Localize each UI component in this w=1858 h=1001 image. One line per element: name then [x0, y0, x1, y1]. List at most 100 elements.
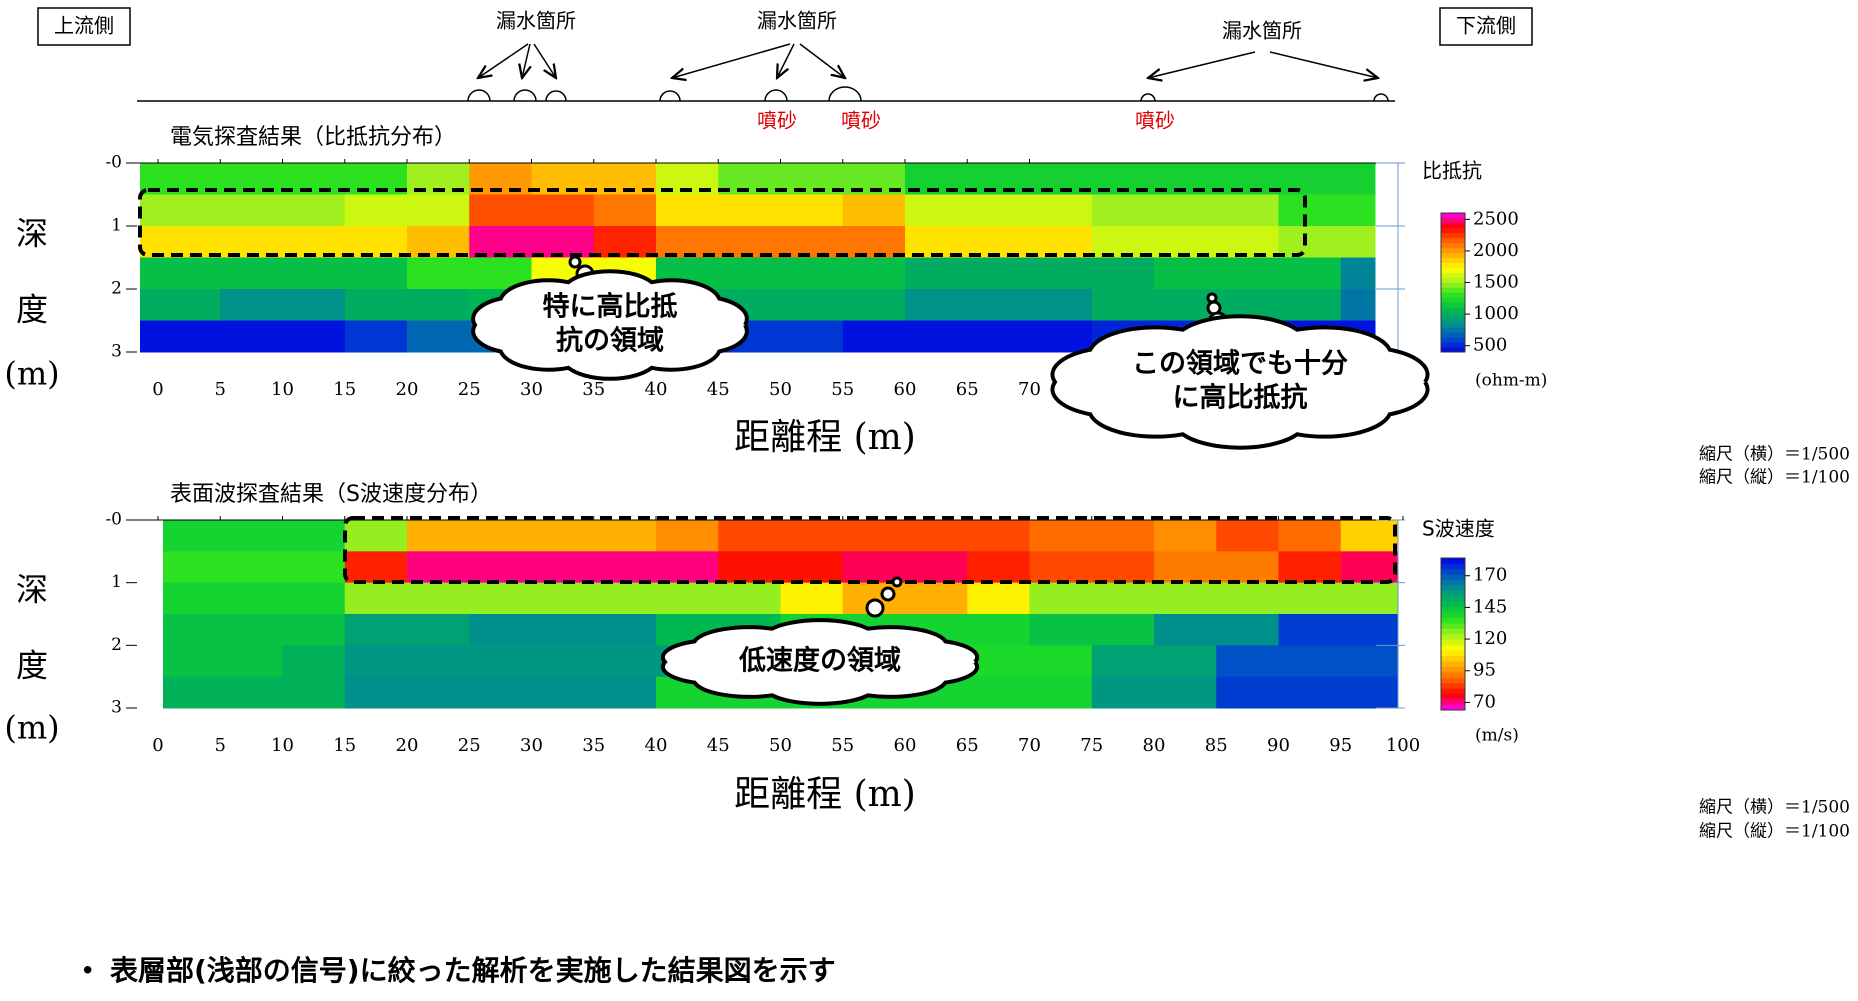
heatmap-cell — [1341, 258, 1376, 290]
colorbar-step — [1441, 591, 1465, 597]
colorbar-step — [1441, 661, 1465, 667]
colorbar-step — [1441, 574, 1465, 580]
heatmap-cell — [407, 289, 470, 321]
heatmap-cell — [345, 677, 408, 709]
heatmap-cell — [967, 520, 1030, 552]
sand-label: 噴砂 — [757, 109, 797, 133]
heatmap-cell — [1216, 583, 1279, 615]
x-tick-label: 40 — [645, 379, 668, 400]
colorbar-tick-label: 1000 — [1473, 303, 1519, 324]
colorbar-tick-label: 120 — [1473, 628, 1507, 649]
heatmap-cell — [967, 677, 1030, 709]
heatmap-cell — [718, 583, 781, 615]
annotation-text: 抗の領域 — [556, 325, 664, 357]
colorbar-step — [1441, 332, 1465, 337]
y-tick-label: 3 — [111, 698, 122, 718]
heatmap-cell — [532, 163, 595, 195]
heatmap-cell — [1341, 289, 1376, 321]
heatmap-cell — [532, 677, 595, 709]
heatmap-cell — [1030, 614, 1093, 646]
heatmap-cell — [1154, 551, 1217, 583]
heatmap-cell — [1341, 614, 1399, 646]
heatmap-cell — [905, 520, 968, 552]
x-tick-label: 0 — [152, 735, 163, 756]
x-axis-label: 距離程 (m) — [734, 774, 916, 815]
heatmap-cell — [345, 321, 408, 353]
x-tick-label: 25 — [458, 379, 481, 400]
colorbar-step — [1441, 558, 1465, 564]
heatmap-cell — [1279, 614, 1342, 646]
x-tick-label: 30 — [520, 379, 543, 400]
heatmap-cell — [220, 583, 283, 615]
heatmap-cell — [781, 551, 844, 583]
colorbar-step — [1441, 263, 1465, 268]
thought-bubble — [893, 578, 901, 586]
y-axis-label: 度 — [16, 291, 48, 329]
heatmap-cell — [1030, 289, 1093, 321]
heatmap-cell — [1092, 677, 1155, 709]
annotation-text: 特に高比抵 — [543, 291, 678, 323]
heatmap-cell — [220, 321, 283, 353]
x-tick-label: 15 — [333, 735, 356, 756]
colorbar-step — [1441, 278, 1465, 283]
heatmap-cell — [1154, 583, 1217, 615]
heatmap-cell — [967, 195, 1030, 227]
x-tick-label: 0 — [152, 379, 163, 400]
x-tick-label: 50 — [769, 379, 792, 400]
colorbar-step — [1441, 248, 1465, 253]
x-tick-label: 80 — [1143, 735, 1166, 756]
colorbar-step — [1441, 218, 1465, 223]
colorbar-step — [1441, 322, 1465, 327]
heatmap-cell — [594, 195, 657, 227]
heatmap-cell — [220, 195, 283, 227]
heatmap-cell — [1216, 551, 1279, 583]
colorbar-step — [1441, 667, 1465, 673]
heatmap-cell — [345, 645, 408, 677]
colorbar-step — [1441, 601, 1465, 607]
heatmap-cell — [1092, 583, 1155, 615]
heatmap-cell — [718, 195, 781, 227]
heatmap-cell — [1341, 163, 1376, 195]
y-axis-label: 深 — [16, 215, 48, 253]
sand-label: 噴砂 — [841, 109, 881, 133]
heatmap-cell — [905, 258, 968, 290]
heatmap-cell — [1216, 677, 1279, 709]
colorbar-step — [1441, 580, 1465, 586]
colorbar-tick-label: 2500 — [1473, 208, 1519, 229]
colorbar-tick-label: 95 — [1473, 660, 1496, 681]
page: 上流側 下流側 漏水箇所 漏水箇所 漏水箇所 噴砂 噴砂 噴砂 • 表層部(浅部… — [0, 0, 1858, 1001]
heatmap-cell — [407, 321, 470, 353]
scale-note: 縮尺（横）＝1/500 — [1699, 445, 1850, 465]
heatmap-cell — [1279, 226, 1342, 258]
heatmap-cell — [1216, 614, 1279, 646]
colorbar-unit: (m/s) — [1475, 726, 1519, 746]
heatmap-cell — [469, 677, 532, 709]
heatmap-cell — [781, 289, 844, 321]
colorbar-step — [1441, 694, 1465, 700]
colorbar-step — [1441, 327, 1465, 332]
heatmap-cell — [1279, 289, 1342, 321]
thought-bubble — [882, 588, 894, 600]
colorbar-step — [1441, 258, 1465, 263]
heatmap-cell — [220, 258, 283, 290]
colorbar-step — [1441, 312, 1465, 317]
heatmap-cell — [656, 195, 719, 227]
colorbar-unit: (ohm-m) — [1475, 371, 1547, 391]
heatmap-cell — [220, 645, 283, 677]
heatmap-cell — [345, 583, 408, 615]
downstream-label: 下流側 — [1456, 14, 1516, 38]
bullet-text: 表層部(浅部の信号)に絞った解析を実施した結果図を示す — [110, 954, 836, 987]
colorbar-step — [1441, 569, 1465, 575]
ground — [137, 44, 1395, 101]
heatmap-cell — [1216, 645, 1279, 677]
x-tick-label: 20 — [396, 379, 419, 400]
heatmap-cell — [469, 551, 532, 583]
heatmap-cell — [1092, 258, 1155, 290]
heatmap-cell — [469, 520, 532, 552]
heatmap-cell — [967, 551, 1030, 583]
chart-title: 電気探査結果（比抵抗分布） — [170, 125, 456, 150]
colorbar-step — [1441, 683, 1465, 689]
heatmap-cell — [1030, 583, 1093, 615]
heatmap-cell — [532, 520, 595, 552]
colorbar-step — [1441, 677, 1465, 683]
